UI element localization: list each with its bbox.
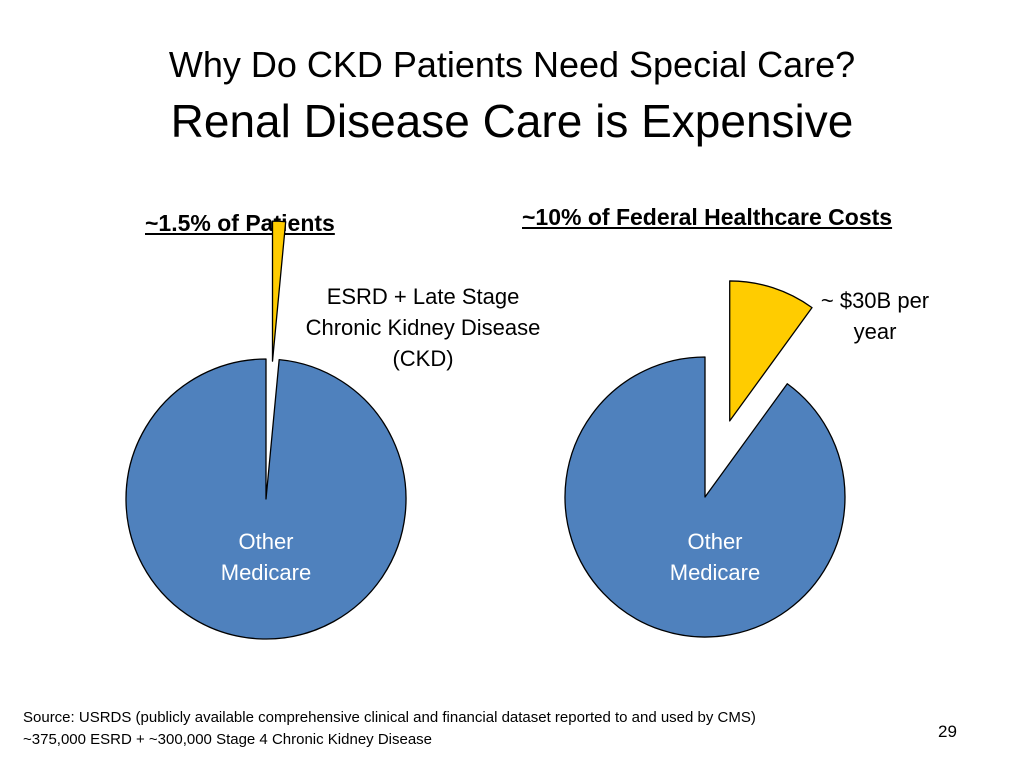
right-other-label: Other Medicare: [669, 529, 761, 585]
left-pie-chart: [125, 220, 407, 640]
page-number: 29: [938, 722, 957, 741]
right-pie-highlight-slice: [729, 280, 813, 422]
source-note: Source: USRDS (publicly available compre…: [23, 707, 756, 751]
right-pie-chart: [564, 280, 846, 638]
source-line-1: Source: USRDS (publicly available compre…: [23, 709, 756, 726]
left-pie-highlight-slice: [271, 220, 287, 362]
right-pie-other-slice: [564, 356, 846, 638]
slide-subtitle: Renal Disease Care is Expensive: [170, 95, 854, 147]
slide-title: Why Do CKD Patients Need Special Care?: [168, 44, 856, 85]
left-chart-title: ~1.5% of Patients: [145, 210, 335, 236]
left-pie-other-slice: [125, 358, 407, 640]
source-line-2: ~375,000 ESRD + ~300,000 Stage 4 Chronic…: [23, 731, 433, 748]
left-slice-label: ESRD + Late Stage Chronic Kidney Disease…: [305, 284, 541, 371]
left-other-label: Other Medicare: [220, 529, 312, 585]
right-chart-title: ~10% of Federal Healthcare Costs: [522, 204, 893, 230]
right-slice-label: ~ $30B per year: [820, 288, 930, 344]
